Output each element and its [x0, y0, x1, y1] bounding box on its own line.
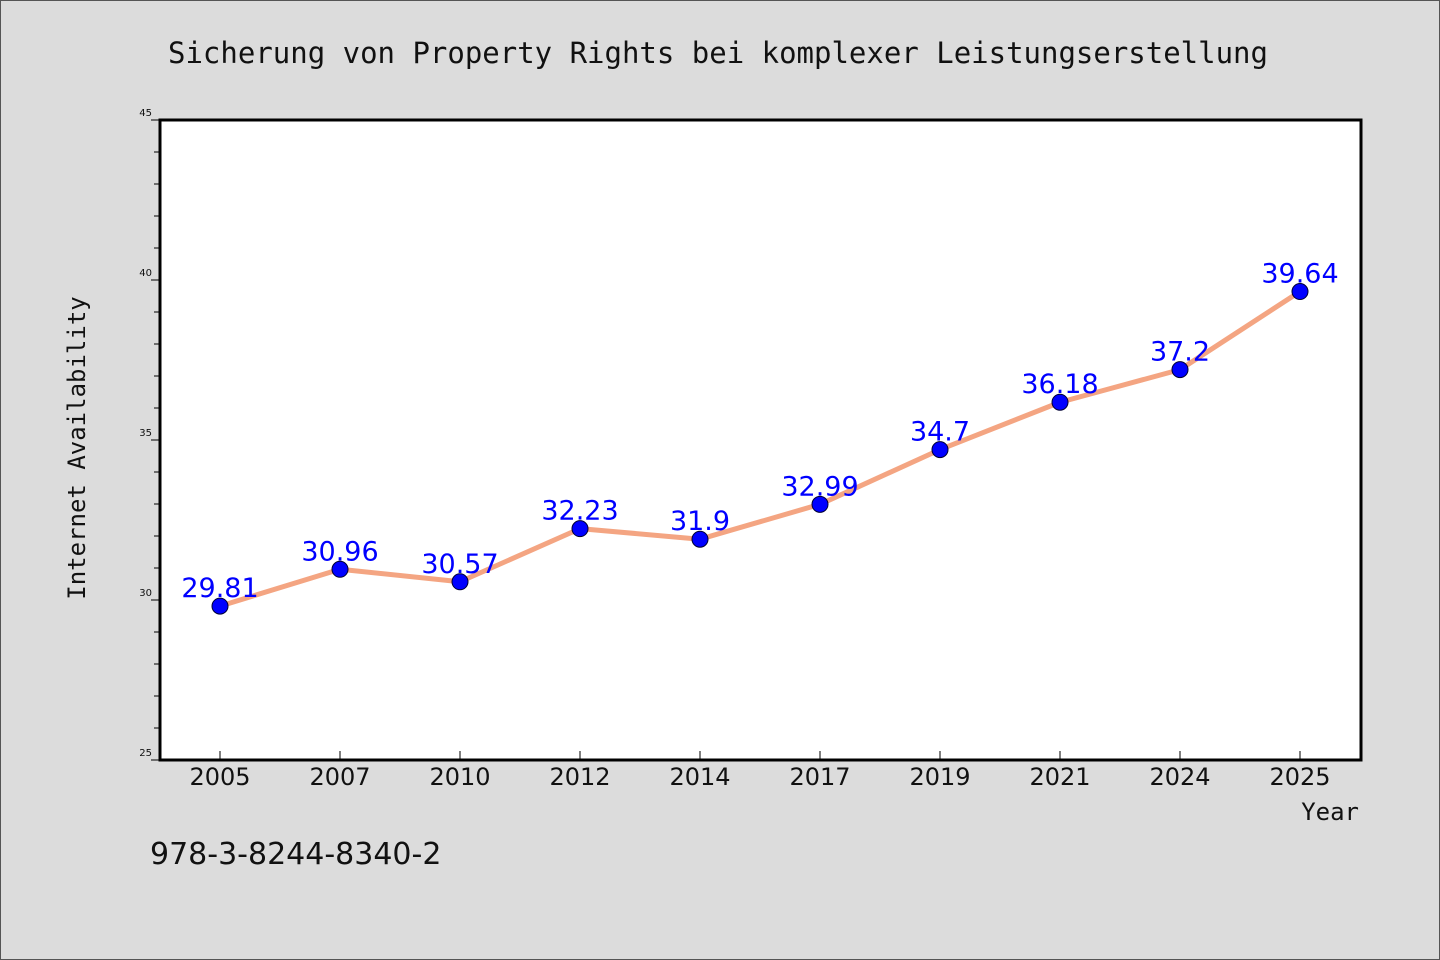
chart-title: Sicherung von Property Rights bei komple…	[168, 36, 1268, 70]
x-tick-label: 2010	[429, 763, 490, 791]
x-tick-label: 2012	[549, 763, 610, 791]
data-point-marker	[1051, 393, 1069, 411]
y-tick-label: 35	[139, 428, 152, 439]
x-axis-tick-labels: 2005 2007 2010 2012 2014 2017 2019 2021 2024 2025	[189, 763, 1330, 791]
data-point-marker	[211, 597, 229, 615]
series-data-labels: 29.81 30.96 30.57 32.23 31.9 32.99 34.7 36.18 37…	[181, 259, 1338, 605]
x-tick-label: 2025	[1269, 763, 1330, 791]
y-tick-label: 40	[139, 268, 152, 279]
data-point-label: 31.9	[670, 506, 730, 537]
data-point-label: 39.64	[1261, 259, 1338, 290]
data-point-label: 30.57	[421, 549, 498, 580]
x-tick-label: 2017	[789, 763, 850, 791]
x-tick-label: 2019	[909, 763, 970, 791]
data-point-label: 32.23	[541, 496, 618, 527]
data-point-marker	[331, 560, 349, 578]
x-axis-label: Year	[1301, 798, 1359, 826]
x-tick-label: 2005	[189, 763, 250, 791]
series-line	[217, 289, 1303, 609]
data-point-marker	[571, 520, 589, 538]
data-point-marker	[811, 495, 829, 513]
plot-border	[158, 118, 1363, 762]
x-tick-label: 2021	[1029, 763, 1090, 791]
y-tick-label: 25	[139, 748, 152, 759]
series-markers	[211, 283, 1309, 615]
y-axis-label: Internet Availability	[63, 296, 91, 599]
plot-area	[160, 120, 1361, 760]
x-tick-label: 2024	[1149, 763, 1210, 791]
y-axis-tick-labels: 25 30 35 40 45	[139, 108, 152, 759]
data-point-label: 34.7	[910, 417, 970, 448]
isbn-text: 978-3-8244-8340-2	[150, 837, 441, 872]
data-point-marker	[451, 573, 469, 591]
data-point-label: 29.81	[181, 573, 258, 604]
data-point-marker	[1291, 283, 1309, 301]
data-point-marker	[1171, 361, 1189, 379]
data-point-label: 36.18	[1021, 369, 1098, 400]
y-tick-label: 45	[139, 108, 152, 119]
data-point-marker	[931, 441, 949, 459]
data-point-label: 32.99	[781, 471, 858, 502]
data-point-label: 37.2	[1150, 337, 1210, 368]
data-point-label: 30.96	[301, 536, 378, 567]
x-tick-label: 2014	[669, 763, 730, 791]
x-tick-label: 2007	[309, 763, 370, 791]
y-tick-label: 30	[139, 588, 152, 599]
data-point-marker	[691, 530, 709, 548]
